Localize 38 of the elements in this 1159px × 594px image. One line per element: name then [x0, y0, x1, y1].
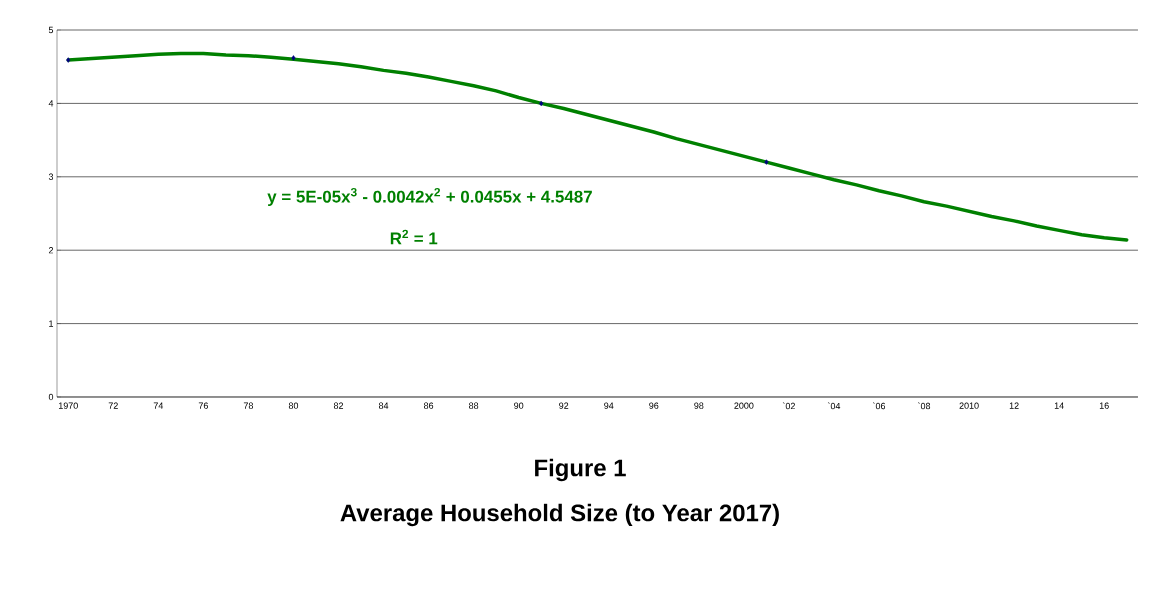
y-tick-label: 4	[48, 100, 54, 107]
x-tick-label: 82	[333, 402, 344, 409]
x-tick-label: 92	[559, 402, 569, 409]
x-tick-label: 74	[153, 402, 164, 409]
annotation: y = 5E-05x$^{3}$ - 0.0042x$^{2}$ + 0.0455x + 4.5487	[267, 187, 592, 207]
text: Average Household Size (to Year 2017)	[340, 503, 779, 527]
x-tick-label: 90	[514, 402, 524, 409]
x-tick-label: `06	[872, 402, 886, 410]
y-tick-label: 5	[48, 26, 54, 34]
text: Figure 1	[535, 458, 626, 482]
point	[764, 159, 769, 165]
x-tick-label: 12	[1009, 402, 1019, 409]
point	[291, 55, 296, 61]
x-tick-label: 1970	[58, 402, 78, 409]
x-tick-label: 2010	[959, 402, 979, 409]
x-tick-label: `02	[782, 402, 795, 410]
y-tick-label: 1	[49, 320, 54, 327]
y-tick-label: 3	[48, 173, 54, 180]
x-tick-label: 78	[243, 402, 254, 409]
x-tick-label: 86	[423, 402, 434, 409]
y-tick-label: 2	[48, 247, 54, 254]
x-tick-label: 96	[649, 402, 659, 409]
x-tick-label: 88	[469, 402, 479, 409]
x-tick-label: 16	[1099, 402, 1109, 409]
annotation: R$^{2}$ = 1	[390, 229, 438, 245]
x-tick-label: 80	[288, 402, 299, 409]
y-tick-label: 0	[48, 393, 54, 401]
x-tick-label: 72	[108, 402, 118, 409]
x-tick-label: 94	[604, 402, 614, 409]
x-tick-label: 76	[198, 402, 208, 409]
x-tick-label: 2000	[734, 402, 754, 409]
x-tick-label: `08	[918, 402, 931, 410]
x-tick-label: 84	[378, 402, 389, 409]
point	[66, 57, 71, 63]
point	[539, 100, 544, 107]
x-tick-label: 14	[1054, 402, 1064, 409]
x-tick-label: 98	[694, 402, 704, 409]
x-tick-label: `04	[827, 402, 841, 410]
